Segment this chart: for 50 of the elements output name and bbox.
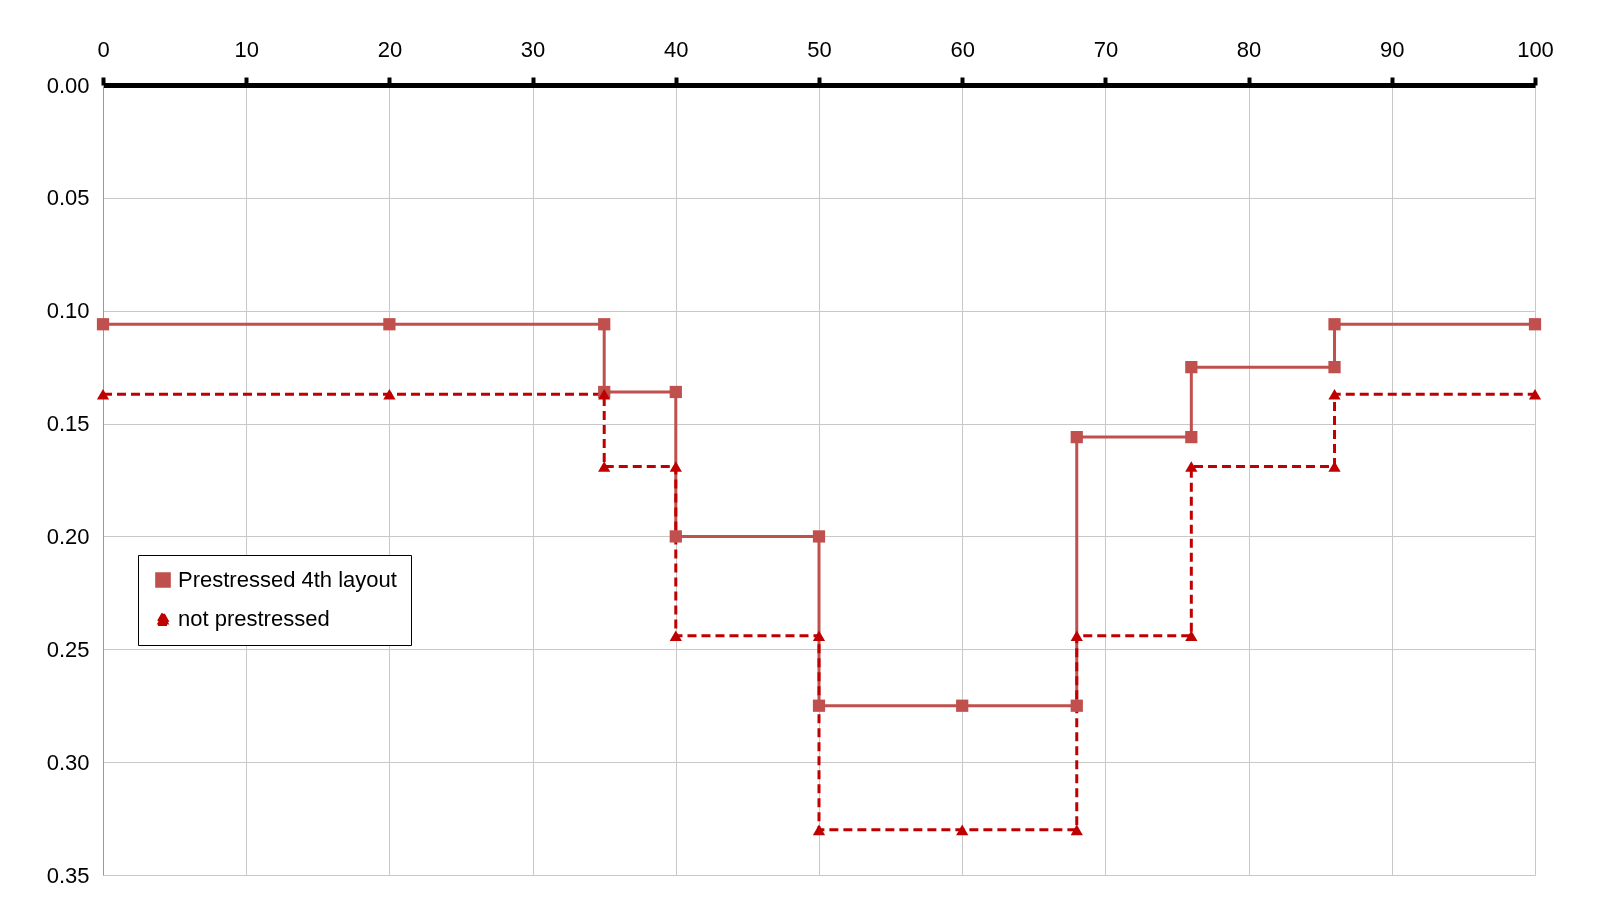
point: [1185, 630, 1198, 642]
x-tick-label: 0: [97, 36, 110, 62]
point: [1070, 824, 1083, 836]
point: [812, 530, 826, 543]
point: [1185, 461, 1198, 472]
point: [812, 824, 826, 836]
x-tick-label: 10: [234, 36, 259, 62]
point: [669, 630, 682, 642]
point: [383, 388, 396, 400]
point: [598, 318, 611, 331]
point: [1328, 318, 1341, 331]
x-tick-label: 40: [664, 36, 689, 62]
point: [669, 461, 682, 472]
y-tick-label: 0.15: [46, 411, 90, 437]
legend-label: Prestressed 4th layout: [178, 567, 397, 592]
y-tick-label: 0.10: [46, 298, 90, 324]
point: [1185, 430, 1198, 444]
x-tick-label: 70: [1093, 36, 1119, 62]
y-tick-label: 0.20: [46, 523, 90, 549]
point: [96, 318, 110, 331]
y-tick-label: 0.35: [46, 862, 90, 888]
point: [956, 699, 969, 712]
point: [1328, 388, 1341, 400]
point: [669, 385, 682, 399]
point: [1528, 388, 1542, 400]
y-tick-label: 0.00: [46, 72, 90, 98]
point: [1185, 361, 1198, 374]
x-tick-label: 80: [1236, 36, 1262, 62]
y-tick-label: 0.05: [46, 185, 90, 211]
point: [956, 824, 969, 836]
x-tick-label: 20: [377, 36, 403, 62]
point: [598, 461, 611, 472]
point: [1070, 699, 1083, 712]
point: [1070, 630, 1083, 642]
point: [383, 318, 396, 331]
point: [812, 699, 826, 712]
point: [1070, 430, 1083, 444]
y-tick-label: 0.30: [46, 749, 90, 775]
x-tick-label: 50: [807, 36, 832, 62]
point: [1328, 361, 1341, 374]
x-tick-label: 100: [1517, 36, 1554, 62]
point: [1528, 318, 1542, 331]
x-tick-label: 30: [520, 36, 546, 62]
point: [669, 530, 682, 543]
point: [812, 630, 826, 642]
x-tick-label: 90: [1380, 36, 1405, 62]
x-tick-label: 60: [950, 36, 975, 62]
y-tick-label: 0.25: [46, 636, 90, 662]
point: [96, 388, 110, 400]
legend-label: not prestressed: [178, 606, 330, 631]
